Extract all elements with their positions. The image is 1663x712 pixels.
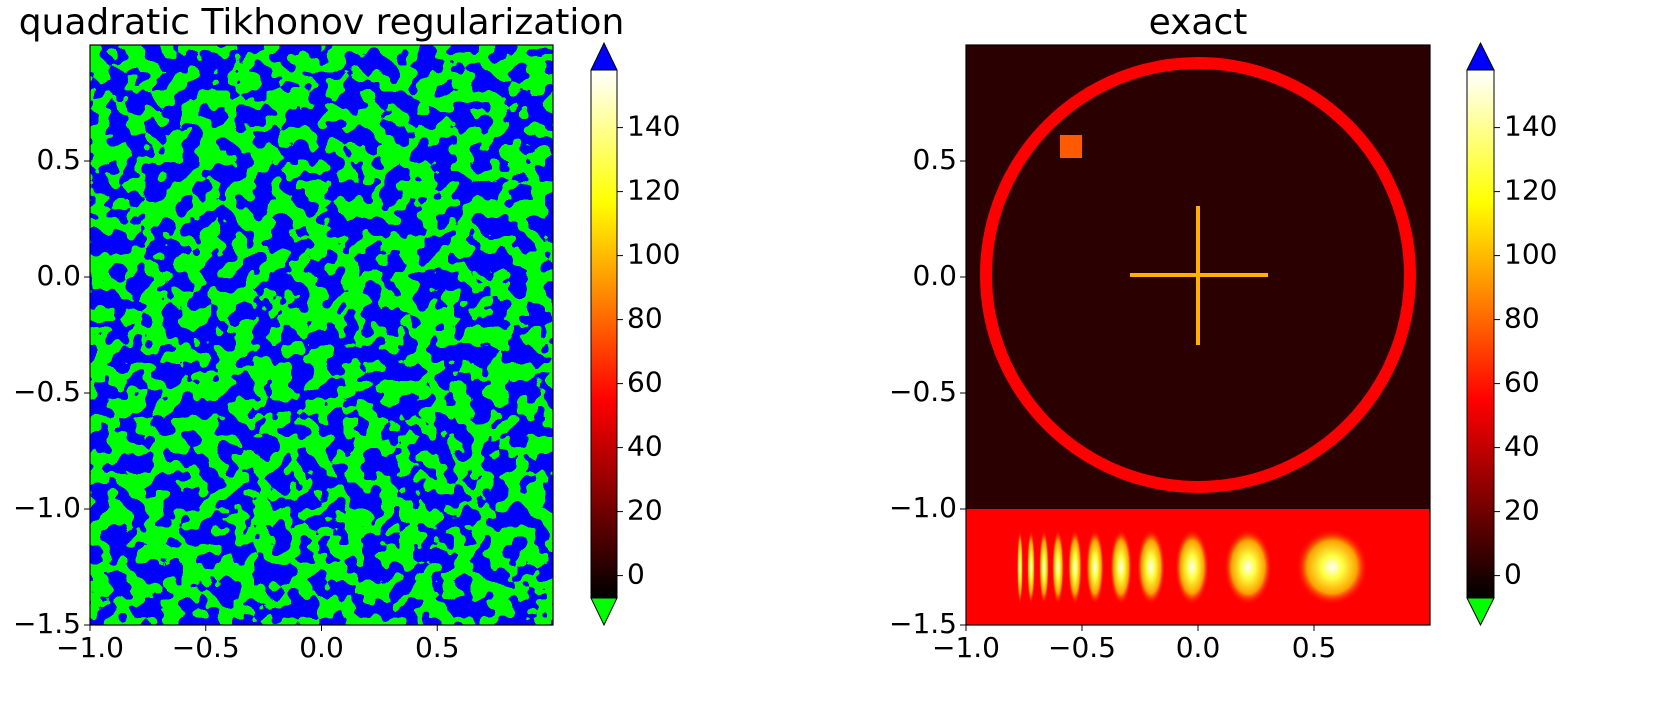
x-tick-label: 0.5 (415, 631, 460, 664)
left-image (90, 45, 553, 625)
x-tick-label: 0.0 (299, 631, 344, 664)
ring (980, 57, 1416, 493)
colorbar (591, 70, 617, 598)
colorbar-tick-label: 40 (1504, 430, 1540, 463)
colorbar-tick-label: 140 (627, 110, 680, 143)
y-tick-label: −1.0 (13, 491, 81, 524)
colorbar-tick-label: 120 (627, 174, 680, 207)
y-tick-label: 0.5 (36, 143, 81, 176)
heatmap-image (90, 45, 553, 625)
colorbar-tick-label: 20 (627, 494, 663, 527)
x-tick-label: −0.5 (1048, 631, 1116, 664)
y-tick-label: −1.0 (889, 491, 957, 524)
right-image (966, 45, 1430, 625)
colorbar-tick-label: 120 (1504, 174, 1557, 207)
colorbar-tick-label: 0 (1504, 558, 1522, 591)
chart-title: exact (1149, 2, 1248, 43)
colorbar-tick-label: 60 (627, 366, 663, 399)
x-tick-label: −1.0 (932, 631, 1000, 664)
colorbar-tick-label: 80 (1504, 302, 1540, 335)
colorbar-over (1466, 41, 1495, 71)
y-tick-label: 0.5 (912, 143, 957, 176)
x-tick-label: −0.5 (172, 631, 240, 664)
colorbar-frame (590, 69, 618, 599)
colorbar (1467, 70, 1494, 598)
colorbar-tick-label: 100 (627, 238, 680, 271)
colorbar-tick-label: 60 (1504, 366, 1540, 399)
colorbar-tick-label: 100 (1504, 238, 1557, 271)
colorbar-tick-label: 140 (1504, 110, 1557, 143)
colorbar-tick-label: 40 (627, 430, 663, 463)
colorbar-frame (1466, 69, 1495, 599)
colorbar-under (1466, 597, 1495, 627)
colorbar-tick-label: 80 (627, 302, 663, 335)
y-tick-label: −1.5 (13, 607, 81, 640)
y-tick-label: 0.0 (912, 259, 957, 292)
x-tick-label: 0.0 (1176, 631, 1221, 664)
colorbar-tick-label: 0 (627, 558, 645, 591)
y-tick-label: −0.5 (13, 375, 81, 408)
colorbar-tick-label: 20 (1504, 494, 1540, 527)
x-tick-label: −1.0 (56, 631, 124, 664)
colorbar-under (590, 597, 618, 627)
chart-title: quadratic Tikhonov regularization (19, 2, 625, 43)
blobs (1017, 529, 1368, 605)
y-tick-label: −1.5 (889, 607, 957, 640)
y-tick-label: 0.0 (36, 259, 81, 292)
y-tick-label: −0.5 (889, 375, 957, 408)
square (1060, 135, 1082, 158)
colorbar-over (590, 41, 618, 71)
x-tick-label: 0.5 (1292, 631, 1337, 664)
